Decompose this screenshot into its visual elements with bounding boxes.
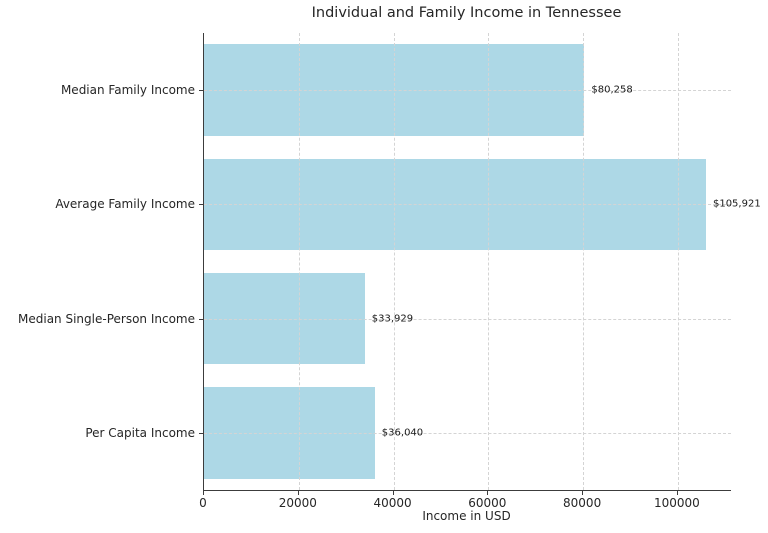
gridline-vertical	[488, 33, 490, 490]
gridline-vertical	[298, 33, 300, 490]
y-axis-tick	[199, 90, 203, 92]
y-tick-label: Median Single-Person Income	[18, 311, 195, 326]
bar	[204, 158, 706, 251]
chart-title: Individual and Family Income in Tennesse…	[311, 5, 622, 21]
x-axis-label: Income in USD	[422, 509, 511, 523]
x-axis-tick	[392, 491, 394, 495]
gridline-vertical	[677, 33, 679, 490]
x-tick-label: 80000	[563, 496, 602, 510]
x-axis-tick	[487, 491, 489, 495]
y-tick-label: Average Family Income	[55, 197, 195, 212]
y-axis-tick	[199, 204, 203, 206]
x-axis-tick	[203, 491, 204, 495]
x-tick-label: 40000	[373, 496, 412, 510]
y-axis-tick	[199, 432, 203, 434]
bar	[204, 387, 375, 479]
gridline-vertical	[393, 33, 395, 490]
x-tick-label: 60000	[468, 496, 507, 510]
bar-value-label: $36,040	[381, 427, 424, 439]
y-axis-tick	[199, 318, 203, 320]
bar	[204, 272, 365, 365]
bar-value-label: $80,258	[591, 84, 633, 96]
y-tick-label: Per Capita Income	[85, 425, 195, 440]
x-tick-label: 0	[199, 496, 207, 510]
x-axis-tick	[676, 491, 678, 495]
plot-area: $80,258 $105,921 $33,929 $36,040	[203, 33, 761, 491]
bar-value-label: $105,921	[712, 198, 761, 210]
gridline-vertical	[583, 33, 585, 490]
x-tick-label: 20000	[278, 496, 317, 510]
gridline-horizontal	[204, 204, 731, 206]
gridline-horizontal	[204, 90, 731, 92]
x-tick-label: 100000	[654, 496, 700, 510]
gridline-horizontal	[204, 318, 731, 320]
y-tick-label: Median Family Income	[60, 83, 195, 98]
x-axis-tick	[297, 491, 299, 495]
x-axis-tick	[582, 491, 584, 495]
gridline-horizontal	[204, 432, 731, 434]
bar-value-label: $33,929	[371, 313, 414, 325]
